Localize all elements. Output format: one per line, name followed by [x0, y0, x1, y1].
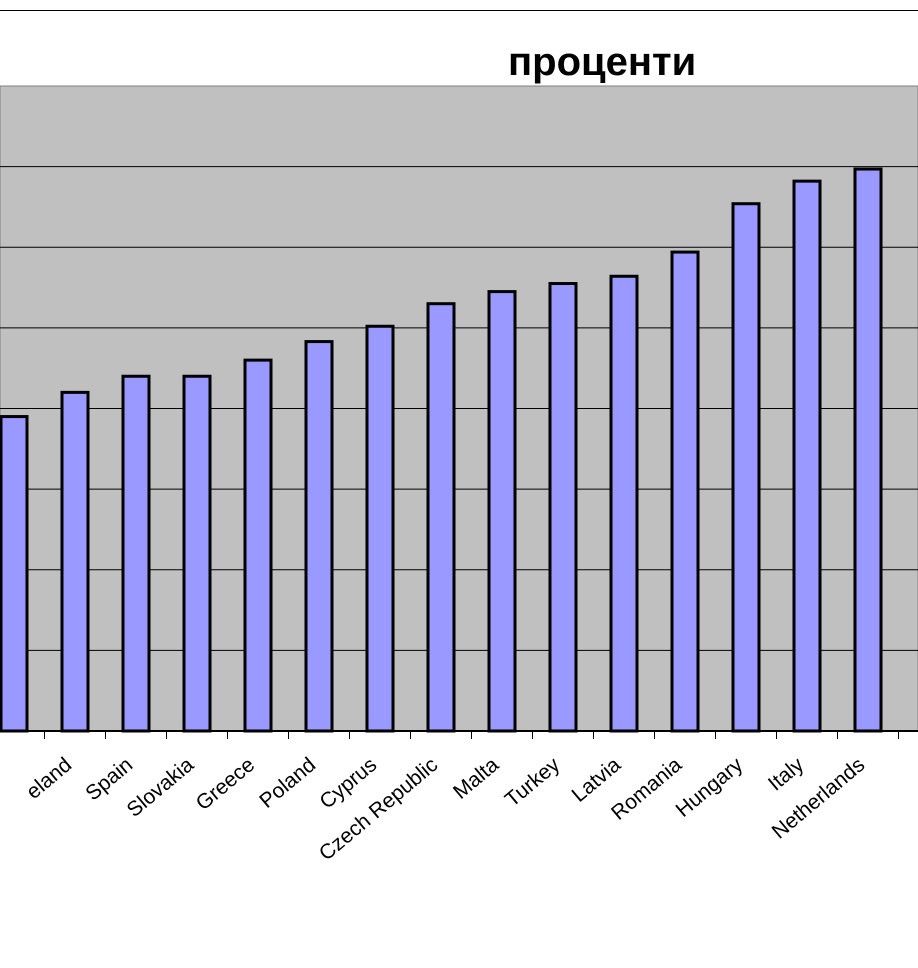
top-rule	[0, 10, 918, 11]
bar	[731, 202, 761, 733]
x-tick-label: Malta	[449, 753, 503, 804]
bars	[0, 167, 883, 733]
bar	[365, 324, 395, 733]
bar	[853, 167, 883, 733]
bar	[487, 290, 517, 733]
bar	[548, 282, 578, 733]
x-tick-labels: eland SpainSlovakiaGreecePolandCyprusCzec…	[22, 753, 869, 865]
x-tick-label: Turkey	[501, 753, 565, 812]
bar	[609, 274, 639, 733]
x-tick-label: Greece	[192, 753, 260, 815]
x-tick-label: Poland	[255, 753, 320, 813]
bar	[60, 390, 90, 733]
gridlines	[0, 166, 918, 651]
x-tick-label: eland	[22, 753, 76, 804]
x-tick-label: Hungary	[672, 753, 748, 822]
bar	[792, 179, 822, 733]
bar	[121, 374, 151, 733]
bar	[182, 374, 212, 733]
x-tick-label: Slovakia	[123, 753, 199, 822]
x-tick-label: Italy	[764, 753, 809, 796]
x-ticks	[44, 731, 899, 739]
bar	[670, 250, 700, 733]
bar	[426, 302, 456, 733]
bar	[0, 415, 29, 733]
bar	[304, 340, 334, 733]
x-tick-label: Spain	[81, 753, 137, 805]
bar	[243, 358, 273, 733]
chart-title: проценти	[508, 40, 697, 84]
